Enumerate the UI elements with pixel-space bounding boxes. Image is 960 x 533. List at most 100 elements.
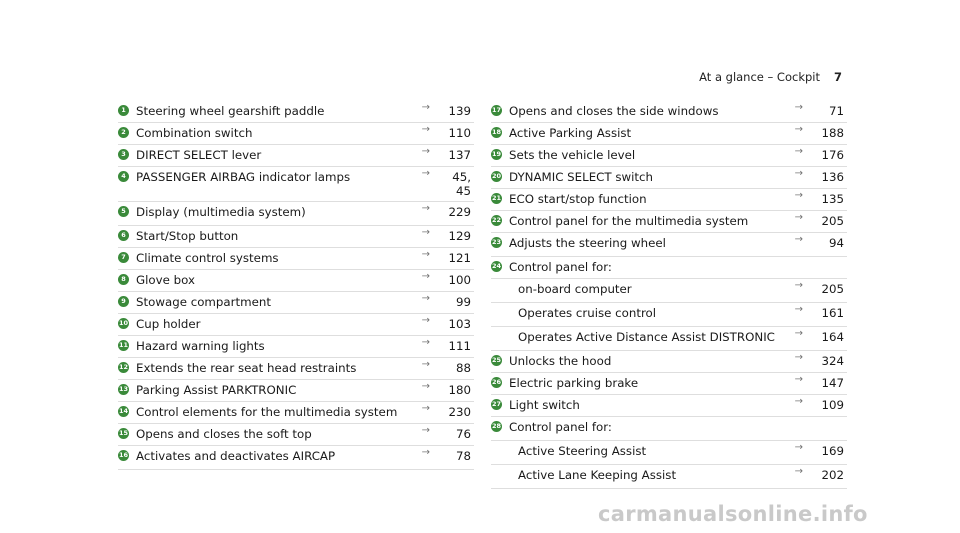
item-number-badge: 15	[118, 428, 129, 439]
page-reference[interactable]: 88	[455, 361, 471, 375]
item-number-badge: 6	[118, 230, 129, 241]
item-number-badge: 18	[491, 127, 502, 138]
item-label: Extends the rear seat head restraints	[136, 361, 357, 375]
item-number-badge: 12	[118, 362, 129, 373]
subitem-label: Operates cruise control	[518, 306, 657, 320]
page-reference[interactable]: 147	[821, 376, 844, 390]
page-ref-arrow-icon: →	[421, 249, 430, 260]
page-reference[interactable]: 136	[821, 170, 844, 184]
item-label: Unlocks the hood	[509, 354, 612, 368]
item-number-badge: 3	[118, 149, 129, 160]
legend-item: 12 Extends the rear seat head restraints →…	[118, 358, 474, 380]
page-ref-arrow-icon: →	[794, 328, 803, 339]
item-number-badge: 27	[491, 399, 502, 410]
item-number-badge: 25	[491, 355, 502, 366]
legend-subitem: Operates cruise control → 161	[491, 303, 847, 327]
legend-item: 19 Sets the vehicle level → 176	[491, 145, 847, 167]
page-reference[interactable]: 188	[821, 126, 844, 140]
page-reference[interactable]: 202	[821, 468, 844, 482]
page-reference[interactable]: 103	[448, 317, 471, 331]
legend-item: 27 Light switch → 109	[491, 395, 847, 417]
item-number-badge: 13	[118, 384, 129, 395]
right-legend-list: 17 Opens and closes the side windows → 71 1…	[491, 101, 847, 489]
page-reference[interactable]: 121	[448, 251, 471, 265]
page-ref-arrow-icon: →	[794, 280, 803, 291]
page-reference[interactable]: 129	[448, 229, 471, 243]
page-reference[interactable]: 169	[821, 444, 844, 458]
item-number-badge: 19	[491, 149, 502, 160]
item-number-badge: 20	[491, 171, 502, 182]
page-reference[interactable]: 110	[448, 126, 471, 140]
page-header: At a glance – Cockpit 7	[699, 70, 842, 84]
legend-item: 20 DYNAMIC SELECT switch → 136	[491, 167, 847, 189]
page-reference[interactable]: 164	[821, 330, 844, 344]
page-reference[interactable]: 324	[821, 354, 844, 368]
item-label: Steering wheel gearshift paddle	[136, 104, 325, 118]
item-label: Parking Assist PARKTRONIC	[136, 383, 297, 397]
item-number-badge: 7	[118, 252, 129, 263]
legend-item: 13 Parking Assist PARKTRONIC → 180	[118, 380, 474, 402]
page-reference[interactable]: 230	[448, 405, 471, 419]
page-reference[interactable]: 137	[448, 148, 471, 162]
page-reference[interactable]: 109	[821, 398, 844, 412]
item-label: Sets the vehicle level	[509, 148, 636, 162]
item-label: Control elements for the multimedia syst…	[136, 405, 398, 419]
page-ref-arrow-icon: →	[794, 212, 803, 223]
page-ref-arrow-icon: →	[421, 102, 430, 113]
item-label: Adjusts the steering wheel	[509, 236, 666, 250]
page-reference[interactable]: 139	[448, 104, 471, 118]
page-reference[interactable]: 78	[455, 449, 471, 463]
legend-item: 9 Stowage compartment → 99	[118, 292, 474, 314]
page-reference[interactable]: 99	[455, 295, 471, 309]
item-label: Climate control systems	[136, 251, 279, 265]
subitem-label: on-board computer	[518, 282, 632, 296]
item-number-badge: 17	[491, 105, 502, 116]
page-ref-arrow-icon: →	[421, 381, 430, 392]
legend-item: 21 ECO start/stop function → 135	[491, 189, 847, 211]
legend-item: 8 Glove box → 100	[118, 270, 474, 292]
legend-item: 17 Opens and closes the side windows → 71	[491, 101, 847, 123]
legend-item: 4 PASSENGER AIRBAG indicator lamps → 45, 45	[118, 167, 474, 202]
item-label: Combination switch	[136, 126, 253, 140]
watermark: carmanualsonline.info	[598, 502, 868, 526]
item-number-badge: 5	[118, 206, 129, 217]
item-label: Opens and closes the soft top	[136, 427, 312, 441]
page-reference[interactable]: 205	[821, 214, 844, 228]
item-label: PASSENGER AIRBAG indicator lamps	[136, 170, 351, 184]
item-number-badge: 10	[118, 318, 129, 329]
page-reference[interactable]: 135	[821, 192, 844, 206]
subitem-label: Active Steering Assist	[518, 444, 647, 458]
page-reference[interactable]: 205	[821, 282, 844, 296]
page-ref-arrow-icon: →	[794, 234, 803, 245]
page-ref-arrow-icon: →	[421, 315, 430, 326]
page-ref-arrow-icon: →	[794, 466, 803, 477]
item-label: Opens and closes the side windows	[509, 104, 719, 118]
item-label: Control panel for:	[509, 420, 612, 434]
page-reference[interactable]: 94	[828, 236, 844, 250]
page-reference[interactable]: 100	[448, 273, 471, 287]
page-ref-arrow-icon: →	[794, 442, 803, 453]
page-reference[interactable]: 176	[821, 148, 844, 162]
page-reference[interactable]: 111	[448, 339, 471, 353]
page-reference[interactable]: 180	[448, 383, 471, 397]
page-ref-arrow-icon: →	[421, 447, 430, 458]
page-ref-arrow-icon: →	[421, 425, 430, 436]
page-reference[interactable]: 71	[828, 104, 844, 118]
legend-item: 25 Unlocks the hood → 324	[491, 351, 847, 373]
item-number-badge: 28	[491, 421, 502, 432]
legend-subitem: Active Lane Keeping Assist → 202	[491, 465, 847, 489]
page-ref-arrow-icon: →	[421, 227, 430, 238]
item-label: ECO start/stop function	[509, 192, 647, 206]
item-label: Stowage compartment	[136, 295, 271, 309]
page-ref-arrow-icon: →	[794, 146, 803, 157]
item-label: DYNAMIC SELECT switch	[509, 170, 654, 184]
legend-item: 22 Control panel for the multimedia syste…	[491, 211, 847, 233]
legend-item: 2 Combination switch → 110	[118, 123, 474, 145]
page-reference[interactable]: 229	[448, 205, 471, 219]
item-number-badge: 8	[118, 274, 129, 285]
page-reference[interactable]: 161	[821, 306, 844, 320]
item-number-badge: 24	[491, 261, 502, 272]
page-reference[interactable]: 45, 45	[452, 170, 471, 198]
item-label: Control panel for the multimedia system	[509, 214, 749, 228]
page-reference[interactable]: 76	[455, 427, 471, 441]
